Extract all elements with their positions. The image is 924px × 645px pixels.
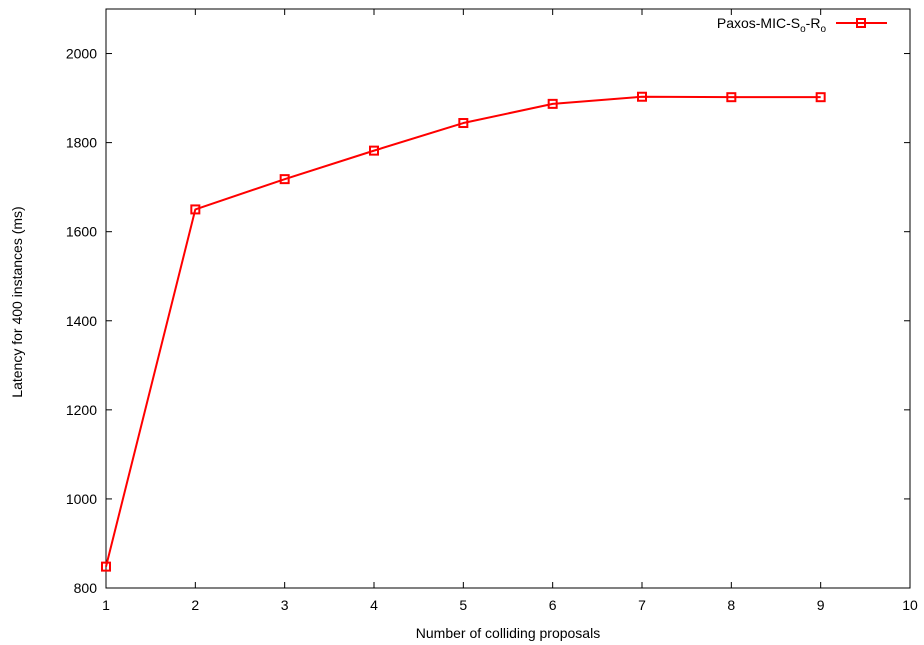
y-axis-label: Latency for 400 instances (ms)	[9, 206, 25, 397]
legend-label-main: Paxos-MIC-S	[717, 15, 800, 31]
y-tick-label: 800	[74, 580, 98, 596]
legend-label-mid: -R	[806, 15, 821, 31]
series-layer	[101, 91, 826, 572]
y-tick-label: 1600	[66, 224, 97, 240]
x-tick-label: 10	[902, 597, 918, 613]
y-tick-label: 1000	[66, 491, 97, 507]
data-point-marker	[101, 561, 111, 572]
x-tick-label: 1	[102, 597, 110, 613]
x-axis-label: Number of colliding proposals	[416, 625, 600, 641]
data-point-marker	[637, 91, 647, 102]
x-tick-label: 4	[370, 597, 378, 613]
data-point-marker	[190, 204, 201, 215]
x-tick-label: 5	[459, 597, 467, 613]
x-tick-label: 6	[549, 597, 557, 613]
x-tick-label: 7	[638, 597, 646, 613]
legend-label-sub-2: o	[820, 24, 826, 35]
data-point-marker	[726, 92, 737, 103]
y-tick-label: 1200	[66, 402, 97, 418]
data-point-marker	[547, 98, 558, 109]
x-axis-ticks: 1 2 3 4 5 6 7 8 9 10	[102, 9, 918, 613]
x-tick-label: 3	[281, 597, 289, 613]
x-tick-label: 8	[727, 597, 735, 613]
y-axis-ticks: 800 1000 1200 1400 1600 1800 2000	[66, 46, 910, 596]
legend: Paxos-MIC-So-Ro	[717, 15, 887, 35]
series-line	[105, 95, 821, 567]
legend-marker-swatch	[856, 18, 866, 28]
data-point-marker	[458, 118, 469, 129]
data-point-marker	[369, 145, 379, 156]
data-point-marker	[815, 92, 826, 103]
x-tick-label: 9	[817, 597, 825, 613]
legend-label: Paxos-MIC-So-Ro	[717, 15, 827, 35]
y-tick-label: 2000	[66, 46, 97, 62]
y-tick-label: 1400	[66, 313, 97, 329]
axes-frame	[105, 8, 911, 589]
y-tick-label: 1800	[66, 135, 97, 151]
legend-label-sub-1: o	[800, 24, 806, 35]
x-tick-label: 2	[191, 597, 199, 613]
plot-frame	[105, 8, 911, 589]
data-point-marker	[279, 174, 290, 185]
